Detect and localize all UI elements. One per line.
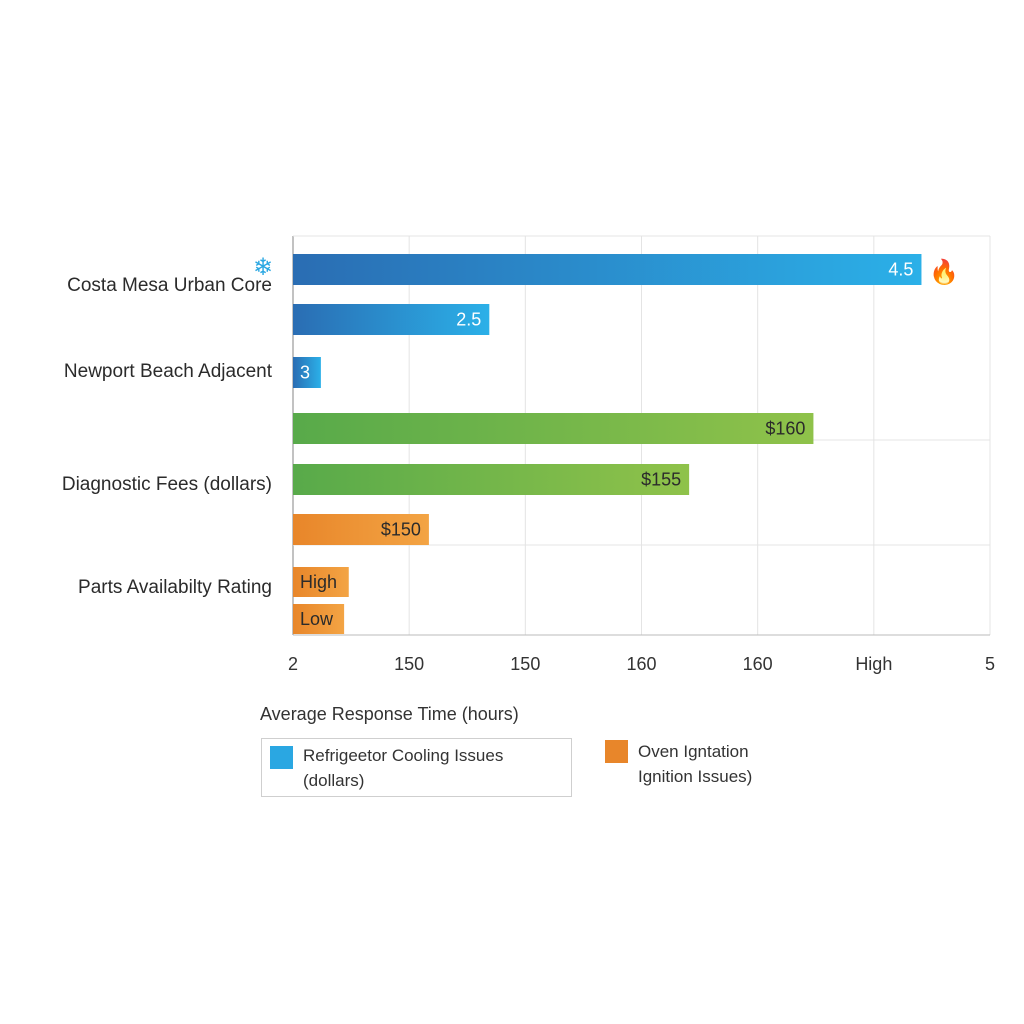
bar [293, 567, 349, 597]
category-label: Parts Availabilty Rating [78, 577, 272, 598]
bar-data-label: 4.5 [888, 260, 913, 280]
x-tick-label: 5 [985, 654, 995, 674]
x-tick-label: 160 [743, 654, 773, 674]
bar [293, 413, 814, 444]
legend-box [261, 738, 572, 797]
bar-data-label: $155 [641, 470, 681, 490]
x-tick-label: 2 [288, 654, 298, 674]
bar [293, 304, 490, 335]
legend-swatch-blue [270, 746, 293, 769]
x-tick-label: High [855, 654, 892, 674]
category-label: Diagnostic Fees (dollars) [61, 474, 272, 495]
bar-data-label: $150 [381, 520, 421, 540]
bar-data-label: 2.5 [456, 310, 481, 330]
legend-label: Refrigeetor Cooling Issues (dollars) [303, 746, 504, 790]
bar [293, 604, 345, 634]
bar [293, 514, 429, 545]
bar [293, 254, 922, 285]
x-axis-title: Average Response Time (hours) [260, 704, 519, 724]
bar-data-label: 3 [300, 363, 310, 383]
x-tick-label: 150 [394, 654, 424, 674]
x-tick-label: 150 [510, 654, 540, 674]
snowflake-icon: ❄ [253, 254, 273, 281]
legend-label: Oven Igntation Ignition Issues) [638, 742, 753, 786]
bar-data-label: High [300, 572, 337, 592]
bar [293, 464, 690, 495]
flame-icon: 🔥 [929, 258, 959, 286]
bar-data-label: Low [300, 609, 334, 629]
category-label: Costa Mesa Urban Core [67, 275, 272, 296]
legend-swatch-orange [605, 740, 628, 763]
x-tick-label: 160 [626, 654, 656, 674]
bar [293, 357, 321, 388]
bar-data-label: $160 [765, 419, 805, 439]
category-label: Newport Beach Adjacent [63, 361, 272, 382]
